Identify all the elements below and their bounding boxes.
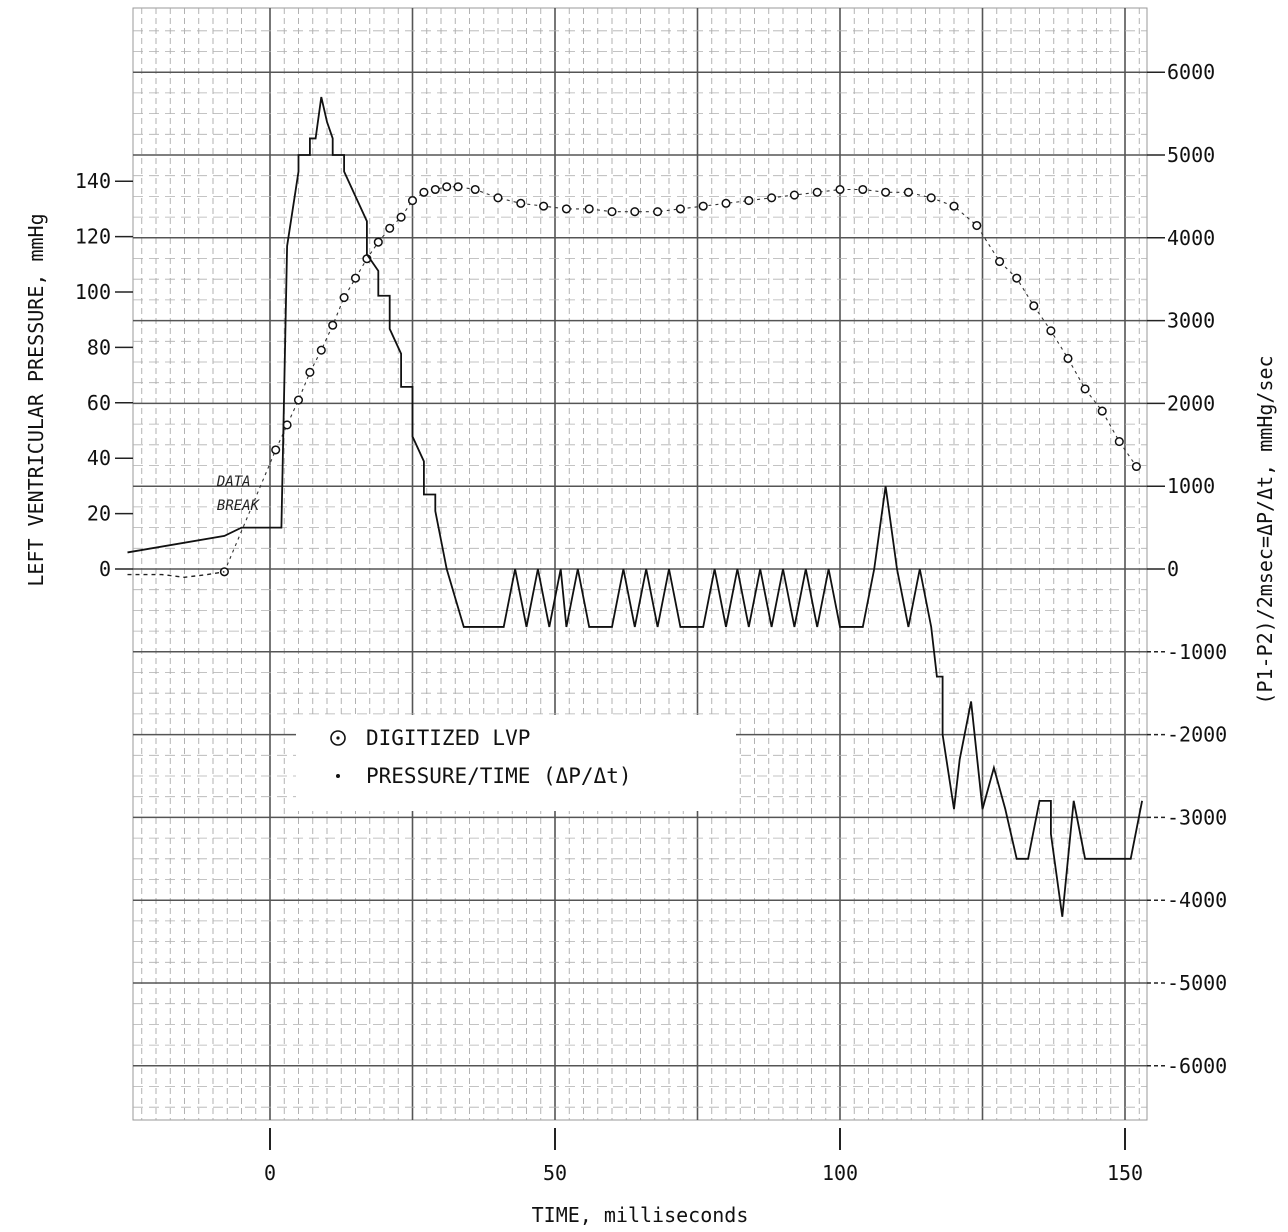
y-right-tick-label: 6000 <box>1167 60 1215 84</box>
lvp-point <box>1029 301 1039 311</box>
plot-frame <box>132 7 1148 1121</box>
lvp-point <box>653 207 663 217</box>
data-break-annotation: DATA BREAK <box>216 474 261 514</box>
lvp-dotted-trace <box>223 186 1137 572</box>
lvp-point <box>339 292 349 303</box>
annotation-line: BREAK <box>217 498 261 514</box>
lvp-point <box>470 184 480 195</box>
dpdt-line <box>127 96 1143 917</box>
y-right-tick-label: 0 <box>1167 557 1179 581</box>
y-left-tick-label: 100 <box>75 280 111 304</box>
lvp-point <box>293 395 304 405</box>
lvp-point <box>675 204 685 214</box>
x-tick-label: 50 <box>543 1161 567 1185</box>
y-right-tick-label: 3000 <box>1167 309 1215 333</box>
y-right-tick-label: 2000 <box>1167 391 1215 415</box>
lvp-point <box>561 204 571 214</box>
x-tick-label: 0 <box>264 1161 276 1185</box>
lvp-point <box>430 184 440 195</box>
grid-layer <box>132 7 1148 1121</box>
lvp-point <box>419 187 429 197</box>
series-1 <box>127 96 1143 917</box>
lvp-point <box>858 184 868 195</box>
lvp-point <box>721 198 731 208</box>
lvp-point <box>903 187 913 197</box>
lvp-point <box>305 367 315 377</box>
legend-box <box>296 715 736 811</box>
lvp-point <box>493 193 503 203</box>
lvp-point <box>698 201 708 211</box>
lvp-point <box>271 445 281 455</box>
lvp-point <box>1012 273 1022 283</box>
x-tick-label: 100 <box>822 1161 858 1185</box>
lvp-point <box>373 237 383 247</box>
lvp-point <box>926 193 936 203</box>
y-left-tick-label: 140 <box>75 169 111 193</box>
lvp-point <box>385 223 395 233</box>
series-layer <box>127 96 1143 917</box>
y-left-tick-label: 20 <box>87 502 111 526</box>
y-left-tick-label: 120 <box>75 225 111 249</box>
series-2 <box>127 571 225 579</box>
lvp-point <box>350 273 361 283</box>
lvp-point <box>516 198 526 208</box>
y-right-tick-label: 5000 <box>1167 143 1215 167</box>
lvp-point <box>407 196 418 206</box>
lvp-point <box>835 184 845 195</box>
lvp-point <box>1046 326 1056 336</box>
lvp-point <box>453 182 463 192</box>
y-right-tick-label: -6000 <box>1167 1054 1227 1078</box>
y-axis-right-title: (P1-P2)/2msec=ΔP/Δt, mmHg/sec <box>1253 355 1277 704</box>
lvp-point <box>316 345 326 355</box>
ticks-layer: 0204060801001201406000500040003000200010… <box>75 60 1227 1185</box>
lvp-point <box>881 187 891 197</box>
legend: DIGITIZED LVP PRESSURE/TIME (ΔP/Δt) <box>296 715 736 811</box>
x-axis-title: TIME, milliseconds <box>532 1203 749 1227</box>
legend-circle-marker <box>330 730 346 746</box>
lvp-point <box>539 201 549 211</box>
lvp-point <box>1063 353 1073 364</box>
y-left-tick-label: 0 <box>99 557 111 581</box>
lvp-point <box>767 193 777 203</box>
lvp-point <box>396 212 406 222</box>
legend-circle-center <box>336 736 340 740</box>
lvp-point <box>1097 406 1107 416</box>
legend-entry-dpdt: PRESSURE/TIME (ΔP/Δt) <box>366 764 632 788</box>
lvp-point <box>607 207 617 217</box>
y-left-tick-label: 40 <box>87 446 111 470</box>
legend-dot-marker <box>336 774 340 778</box>
y-right-tick-label: -2000 <box>1167 723 1227 747</box>
y-right-tick-label: -5000 <box>1167 971 1227 995</box>
series-0 <box>219 182 1141 577</box>
lvp-point <box>789 190 799 200</box>
lvp-point <box>744 196 754 206</box>
lvp-point <box>812 187 822 197</box>
y-right-tick-label: -4000 <box>1167 888 1227 912</box>
lvp-point <box>442 182 452 192</box>
lvp-point <box>584 204 594 214</box>
y-right-tick-label: -3000 <box>1167 805 1227 829</box>
lvp-point <box>328 320 338 330</box>
lvp-point <box>1114 437 1124 447</box>
y-right-tick-label: -1000 <box>1167 640 1227 664</box>
lvp-point <box>1080 384 1090 394</box>
legend-entry-lvp: DIGITIZED LVP <box>366 726 530 750</box>
lvp-point <box>630 207 640 217</box>
x-tick-label: 150 <box>1107 1161 1143 1185</box>
lvp-point <box>282 420 292 430</box>
y-right-tick-label: 4000 <box>1167 226 1215 250</box>
lvp-point <box>949 201 959 211</box>
annotation-line: DATA <box>216 474 251 490</box>
y-left-tick-label: 80 <box>87 335 111 359</box>
y-axis-left-title: LEFT VENTRICULAR PRESSURE, mmHg <box>24 213 48 586</box>
lvp-point <box>972 220 982 231</box>
y-right-tick-label: 1000 <box>1167 474 1215 498</box>
lvp-point <box>995 256 1005 267</box>
pre-break-trace <box>127 571 225 579</box>
lvp-point <box>1131 461 1141 472</box>
y-left-tick-label: 60 <box>87 391 111 415</box>
